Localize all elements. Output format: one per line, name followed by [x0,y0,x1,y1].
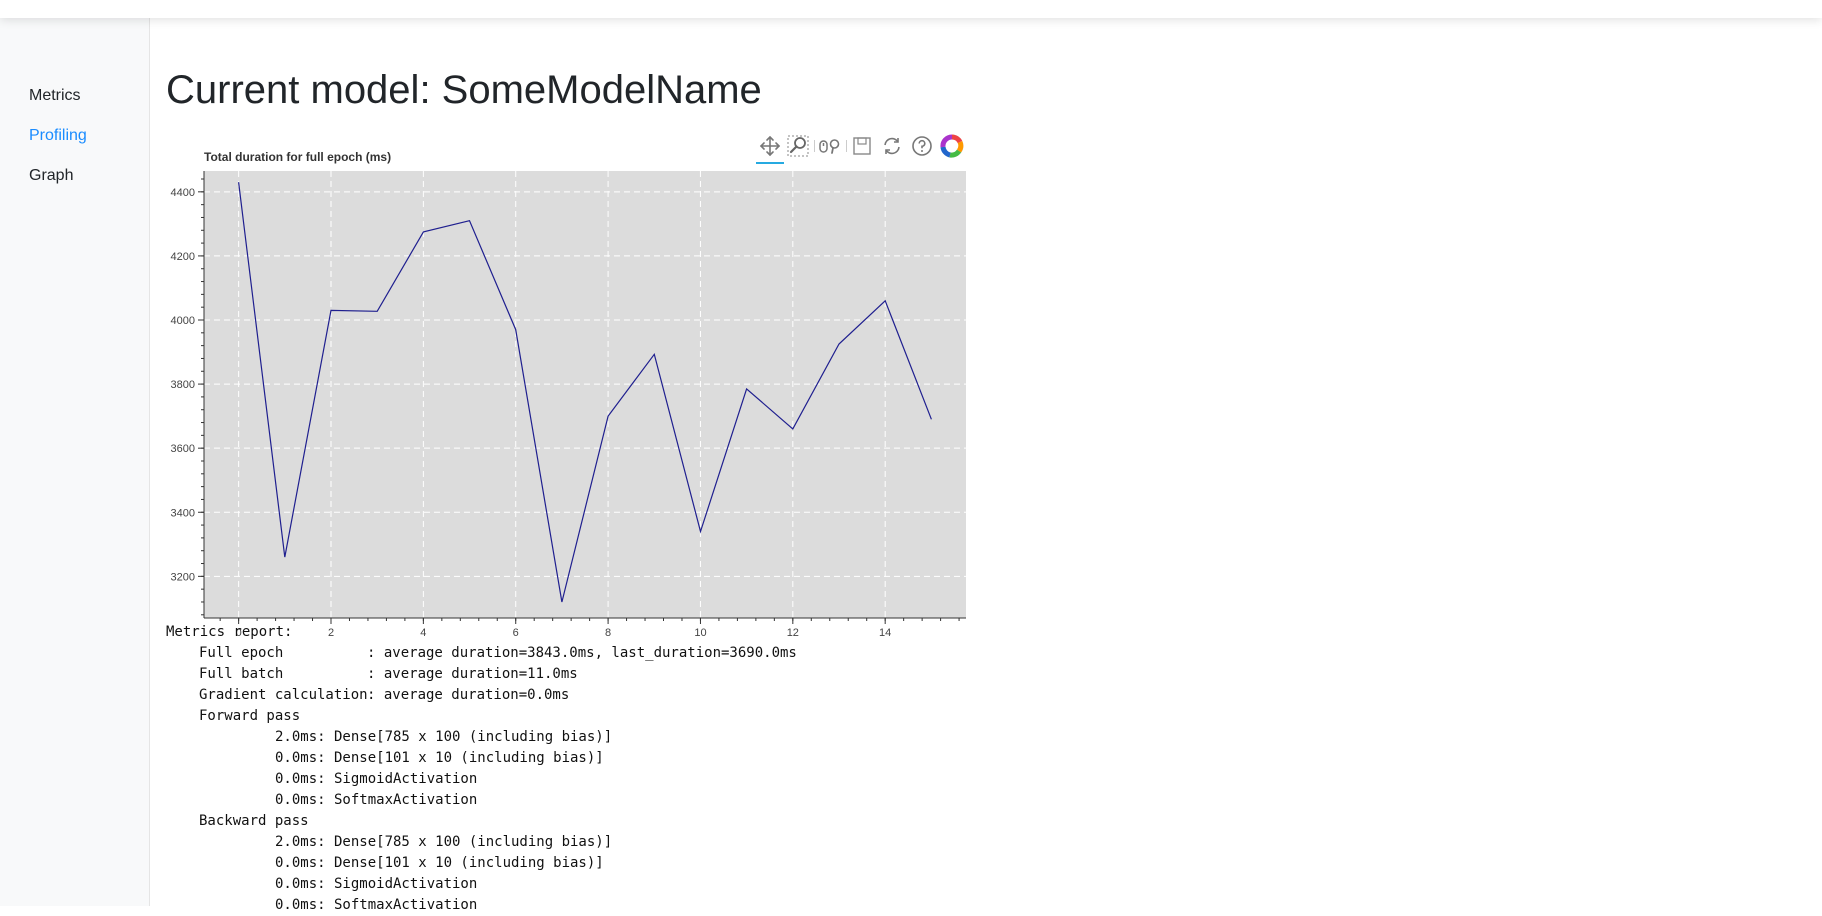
x-tick-label: 6 [513,627,519,639]
page-title: Current model: SomeModelName [166,68,762,112]
y-tick-label: 3400 [171,507,195,519]
report-backward-line: 0.0ms: Dense[101 x 10 (including bias)] [275,855,604,871]
chart-title: Total duration for full epoch (ms) [204,150,392,164]
report-forward-line: 0.0ms: SigmoidActivation [275,771,478,787]
x-tick-label: 10 [694,627,706,639]
data-point [930,418,933,421]
box-zoom-icon[interactable] [786,134,810,158]
x-tick-label: 8 [605,627,611,639]
x-tick-label: 14 [879,627,891,639]
x-tick-label: 4 [420,627,426,639]
pan-icon[interactable] [756,134,784,164]
data-point [468,219,471,222]
y-tick-label: 3600 [171,443,195,455]
report-forward-line: 0.0ms: SoftmaxActivation [275,792,478,808]
report-forward-line: 0.0ms: Dense[101 x 10 (including bias)] [275,750,604,766]
report-summary-value: : average duration=11.0ms [367,666,578,682]
report-summary-label: Gradient calculation [199,687,368,703]
data-point [838,343,841,346]
chart-axes [198,171,966,624]
data-point [283,556,286,559]
report-summary-label: Full epoch [199,645,284,661]
duration-plot: Total duration for full epoch (ms) [166,126,966,648]
data-point [514,328,517,331]
data-point [376,310,379,313]
y-tick-label: 3800 [171,379,195,391]
x-tick-label: 12 [787,627,799,639]
report-summary-value: : average duration=0.0ms [367,687,570,703]
series-line-epoch-duration [238,182,932,603]
sidebar-item-profiling[interactable]: Profiling [29,127,87,144]
report-backward-line: 2.0ms: Dense[785 x 100 (including bias)] [275,834,613,850]
y-tick-label: 3200 [171,571,195,583]
top-header-bar [0,0,1822,18]
chart-plot-area [204,171,966,618]
data-point [422,230,425,233]
data-point [607,415,610,418]
wheel-zoom-icon[interactable] [818,134,842,158]
reset-icon[interactable] [880,134,904,158]
plot-toolbar [754,126,966,164]
bokeh-logo-icon[interactable] [940,134,964,158]
x-tick-label: 0 [236,627,242,639]
report-heading: Metrics report: [166,624,293,640]
report-forward-heading: Forward pass [199,708,301,724]
data-point [791,427,794,430]
report-backward-line: 0.0ms: SigmoidActivation [275,876,478,892]
y-tick-label: 4000 [171,315,195,327]
report-summary-row: Gradient calculation: average duration=0… [166,685,797,706]
data-point [653,353,656,356]
chart-series [237,181,933,603]
data-point [699,530,702,533]
data-point [237,181,240,184]
chart-grid [204,171,966,618]
report-summary-value: : average duration=3843.0ms, last_durati… [367,645,797,661]
sidebar-item-graph[interactable]: Graph [29,167,74,184]
help-icon[interactable] [910,134,934,158]
data-point [884,299,887,302]
report-summary-row: Full epoch : average duration=3843.0ms, l… [166,643,797,664]
line-chart[interactable]: 0 2 4 6 8 10 12 14 3200 3400 3600 3800 4000 4200 4400 [166,126,966,648]
y-tick-label: 4400 [171,187,195,199]
chart-tick-labels: 0 2 4 6 8 10 12 14 3200 3400 3600 3800 4000 4200 4400 [171,187,892,639]
y-tick-label: 4200 [171,251,195,263]
data-point [330,309,333,312]
metrics-report: Metrics report: Full epoch : average dura… [166,622,797,916]
data-point [560,600,563,603]
report-summary-label: Full batch [199,666,284,682]
toolbar-separator [814,140,815,152]
report-backward-heading: Backward pass [199,813,309,829]
sidebar-item-metrics[interactable]: Metrics [29,87,81,104]
toolbar-separator [846,140,847,152]
data-point [745,387,748,390]
save-icon[interactable] [850,134,874,158]
x-tick-label: 2 [328,627,334,639]
sidebar: Metrics Profiling Graph [0,18,150,906]
main-content: Current model: SomeModelName Total durat… [166,18,1806,913]
report-summary-row: Full batch : average duration=11.0ms [166,664,797,685]
report-forward-line: 2.0ms: Dense[785 x 100 (including bias)] [275,729,613,745]
